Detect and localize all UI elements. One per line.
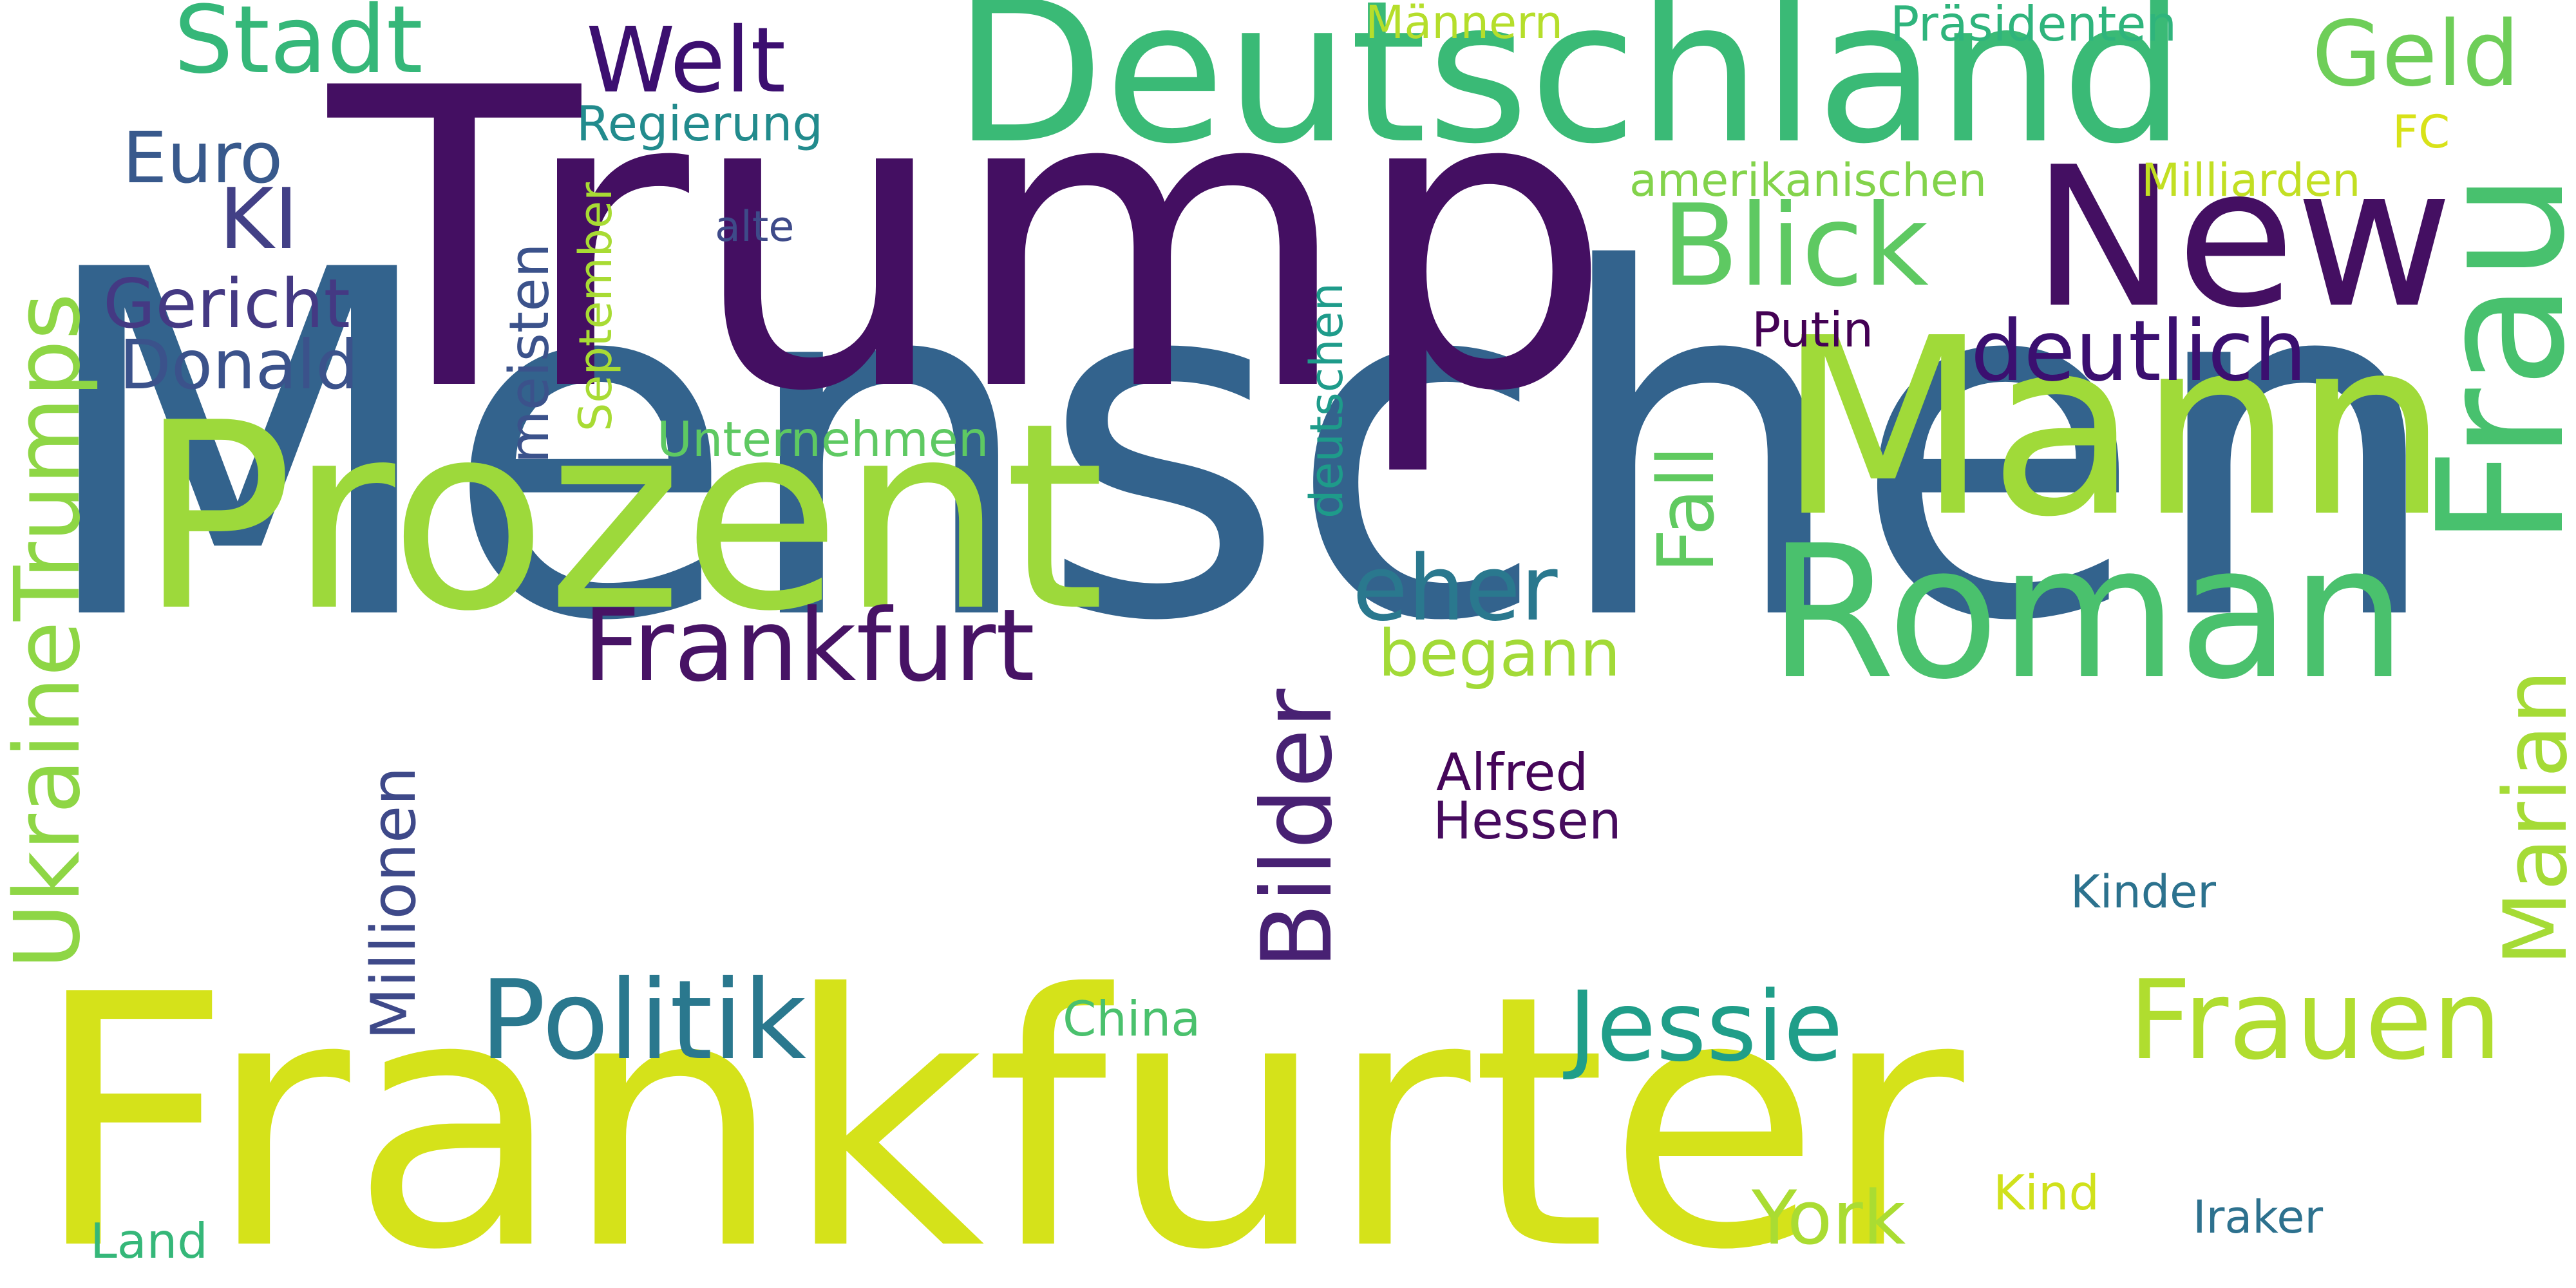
- word-kind: Kind: [1993, 1164, 2100, 1221]
- word-putin: Putin: [1752, 301, 1874, 358]
- word-frankfurter: Frankfurter: [32, 922, 1964, 1288]
- word-gericht: Gericht: [103, 265, 350, 343]
- word-geld: Geld: [2312, 2, 2520, 107]
- word-prozent: Prozent: [138, 368, 1105, 668]
- word-amerikanischen: amerikanischen: [1629, 154, 1987, 207]
- word-china: China: [1063, 990, 1201, 1047]
- word-deutschen: deutschen: [1300, 282, 1353, 518]
- word-new: New: [2032, 126, 2454, 350]
- word-maennern: Männern: [1365, 0, 1564, 49]
- word-fall: Fall: [1642, 445, 1732, 573]
- word-stadt: Stadt: [174, 0, 423, 95]
- word-bilder: Bilder: [1242, 688, 1354, 969]
- word-millionen: Millionen: [359, 766, 430, 1040]
- word-praesidenten: Präsidenten: [1890, 0, 2177, 52]
- word-blick: Blick: [1662, 181, 1929, 312]
- word-marian: Marian: [2485, 669, 2576, 966]
- word-hessen: Hessen: [1433, 791, 1622, 851]
- word-euro: Euro: [122, 117, 283, 199]
- word-deutlich: deutlich: [1971, 302, 2307, 400]
- word-begann: begann: [1378, 616, 1621, 691]
- word-donald: Donald: [119, 326, 359, 404]
- word-frauen: Frauen: [2128, 957, 2502, 1084]
- word-milliarden: Milliarden: [2141, 154, 2361, 207]
- word-roman: Roman: [1768, 506, 2407, 720]
- word-deutschland: Deutschland: [953, 0, 2186, 187]
- word-alte: alte: [715, 203, 795, 251]
- word-politik: Politik: [480, 957, 807, 1084]
- word-mann: Mann: [1777, 285, 2449, 571]
- word-eher: eher: [1352, 536, 1558, 641]
- word-land: Land: [90, 1213, 208, 1269]
- word-unternehmen: Unternehmen: [657, 411, 989, 468]
- word-trump: Trump: [328, 1, 1614, 481]
- word-ukrainetrumps: UkraineTrumps: [0, 292, 100, 969]
- word-jessie: Jessie: [1568, 971, 1843, 1083]
- word-september: September: [569, 182, 622, 431]
- word-alfred: Alfred: [1436, 743, 1589, 802]
- word-fc: FC: [2392, 106, 2450, 158]
- word-kinder: Kinder: [2070, 866, 2216, 918]
- word-regierung: Regierung: [576, 95, 823, 152]
- word-york: York: [1752, 1175, 1906, 1262]
- word-welt: Welt: [586, 8, 786, 113]
- word-meisten: meisten: [498, 243, 562, 464]
- word-frankfurt: Frankfurt: [583, 587, 1035, 704]
- word-iraker: Iraker: [2193, 1191, 2324, 1244]
- word-ki: KI: [219, 170, 299, 268]
- word-menschen: Menschen: [32, 170, 2447, 725]
